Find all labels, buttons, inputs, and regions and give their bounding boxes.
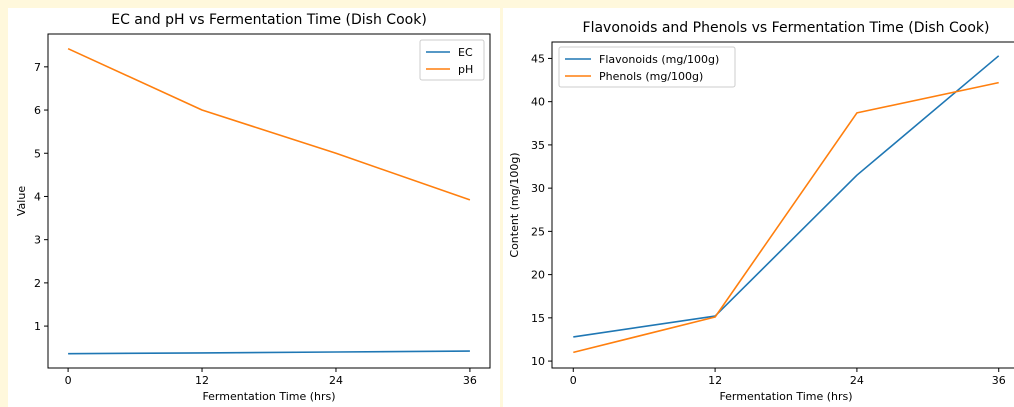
series-line-0 xyxy=(573,55,1000,338)
series-line-0 xyxy=(68,350,470,355)
series-line-1 xyxy=(67,47,471,201)
x-tick-label: 24 xyxy=(329,374,343,387)
y-axis: 1 2 3 4 5 6 7 xyxy=(34,61,48,333)
y-tick-label: 7 xyxy=(34,61,41,74)
legend-label-flavonoids: Flavonoids (mg/100g) xyxy=(599,53,719,66)
y-axis-label: Value xyxy=(15,186,28,216)
legend-label-ph: pH xyxy=(458,63,473,76)
ec-ph-chart: EC and pH vs Fermentation Time (Dish Coo… xyxy=(15,12,491,403)
x-tick-label: 12 xyxy=(195,374,209,387)
y-tick-label: 1 xyxy=(34,320,41,333)
x-axis-label: Fermentation Time (hrs) xyxy=(719,390,852,403)
flavonoids-phenols-chart: Flavonoids and Phenols vs Fermentation T… xyxy=(508,20,1014,403)
y-tick-label: 35 xyxy=(531,139,545,152)
y-tick-label: 2 xyxy=(34,277,41,290)
x-axis-label: Fermentation Time (hrs) xyxy=(202,390,335,403)
plot-area xyxy=(47,33,491,369)
x-tick-label: 36 xyxy=(463,374,477,387)
y-axis-label: Content (mg/100g) xyxy=(508,152,521,257)
series-lines xyxy=(573,55,1000,354)
chart-title: EC and pH vs Fermentation Time (Dish Coo… xyxy=(111,12,427,28)
y-tick-label: 30 xyxy=(531,182,545,195)
y-tick-label: 20 xyxy=(531,269,545,282)
y-tick-label: 4 xyxy=(34,190,41,203)
x-tick-label: 12 xyxy=(708,374,722,387)
y-axis: 10 15 20 25 30 35 40 45 xyxy=(531,52,552,368)
x-axis: 0 12 24 36 xyxy=(570,368,1006,387)
legend-label-phenols: Phenols (mg/100g) xyxy=(599,70,703,83)
legend: Flavonoids (mg/100g) Phenols (mg/100g) xyxy=(558,46,736,88)
y-tick-label: 40 xyxy=(531,96,545,109)
legend-label-ec: EC xyxy=(458,46,473,59)
x-tick-label: 36 xyxy=(992,374,1006,387)
x-axis: 0 12 24 36 xyxy=(65,368,477,387)
legend-box xyxy=(558,46,736,88)
x-tick-label: 24 xyxy=(850,374,864,387)
y-tick-label: 45 xyxy=(531,52,545,65)
y-tick-label: 15 xyxy=(531,312,545,325)
plot-area xyxy=(551,41,1014,369)
x-tick-label: 0 xyxy=(570,374,577,387)
y-tick-label: 10 xyxy=(531,355,545,368)
y-tick-label: 25 xyxy=(531,225,545,238)
y-tick-label: 5 xyxy=(34,147,41,160)
chart-title: Flavonoids and Phenols vs Fermentation T… xyxy=(583,20,990,36)
legend-box xyxy=(419,39,485,81)
series-lines xyxy=(67,47,471,355)
series-line-1 xyxy=(573,81,999,354)
y-tick-label: 6 xyxy=(34,104,41,117)
x-tick-label: 0 xyxy=(65,374,72,387)
legend: EC pH xyxy=(419,39,485,81)
y-tick-label: 3 xyxy=(34,234,41,247)
